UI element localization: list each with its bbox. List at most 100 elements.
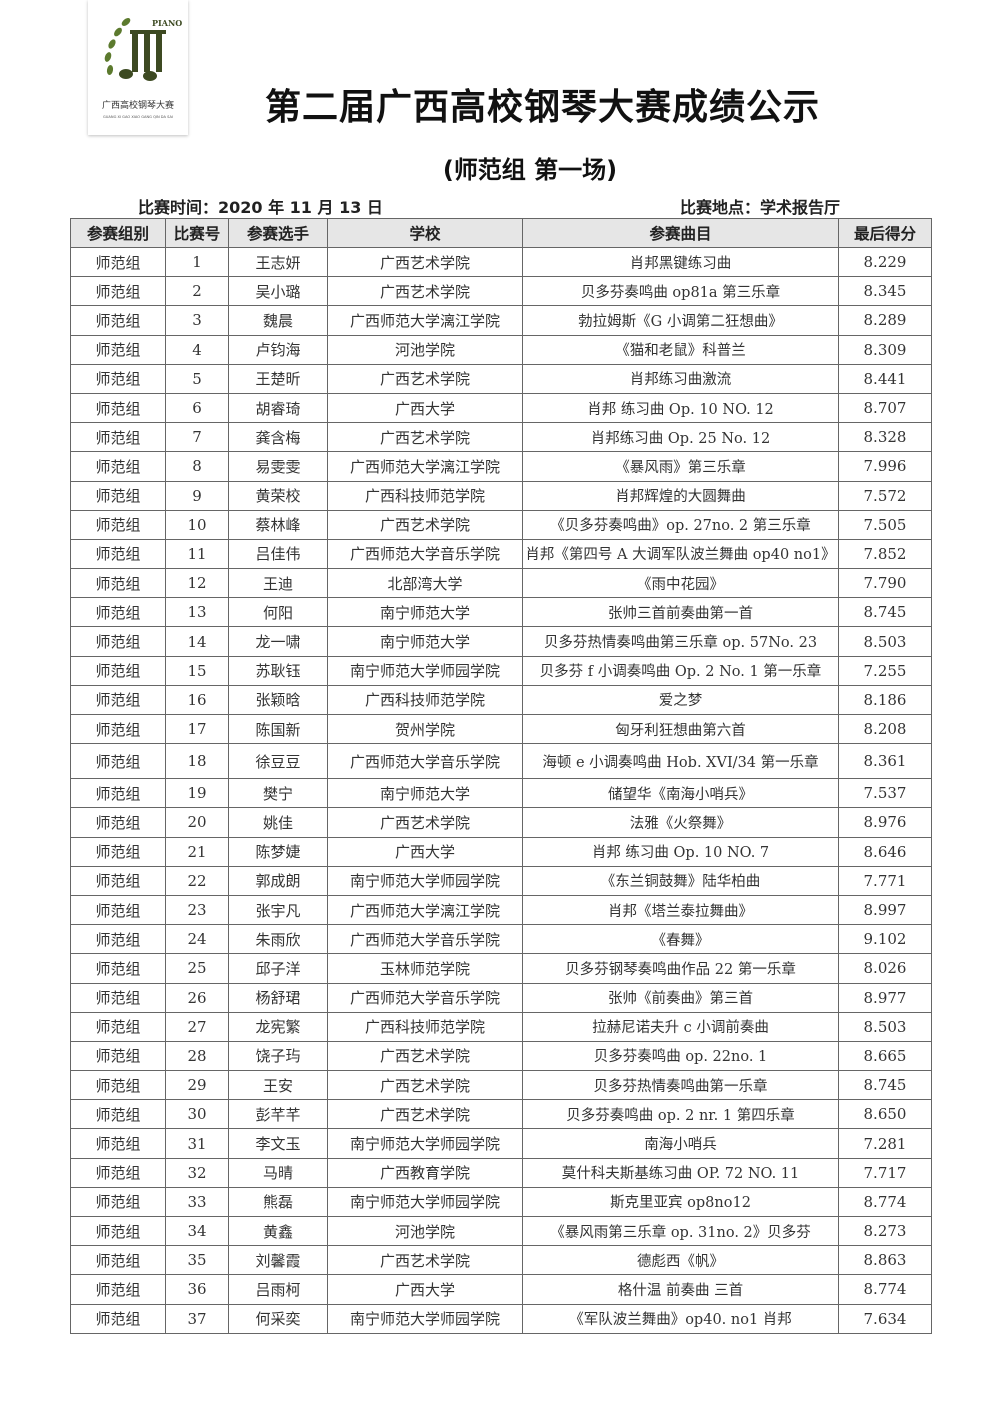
cell-score: 7.852	[838, 538, 932, 570]
cell-group: 师范组	[70, 778, 166, 809]
cell-group: 师范组	[70, 1303, 166, 1334]
cell-number: 33	[165, 1186, 229, 1218]
cell-contestant: 马晴	[228, 1157, 328, 1188]
cell-piece: 《雨中花园》	[522, 568, 839, 599]
cell-school: 玉林师范学院	[327, 953, 523, 984]
cell-contestant: 饶子玙	[228, 1040, 328, 1072]
cell-score: 8.745	[838, 1070, 932, 1101]
cell-piece: 匈牙利狂想曲第六首	[522, 713, 839, 745]
cell-score: 8.289	[838, 305, 932, 336]
cell-group: 师范组	[70, 363, 166, 394]
cell-contestant: 吕佳伟	[228, 538, 328, 570]
cell-number: 11	[165, 538, 229, 570]
cell-score: 8.208	[838, 713, 932, 745]
cell-group: 师范组	[70, 894, 166, 926]
cell-school: 广西科技师范学院	[327, 1011, 523, 1042]
table-row: 师范组 19 樊宁 南宁师范大学 储望华《南海小哨兵》 7.537	[70, 778, 932, 809]
table-row: 师范组 13 何阳 南宁师范大学 张帅三首前奏曲第一首 8.745	[70, 597, 932, 628]
cell-piece: 肖邦黑键练习曲	[522, 246, 839, 278]
cell-group: 师范组	[70, 246, 166, 278]
header-school: 学校	[327, 218, 523, 248]
cell-score: 8.997	[838, 894, 932, 926]
cell-piece: 《猫和老鼠》科普兰	[522, 334, 839, 365]
cell-contestant: 何采奕	[228, 1303, 328, 1334]
cell-school: 广西艺术学院	[327, 422, 523, 453]
cell-contestant: 魏晨	[228, 305, 328, 336]
cell-piece: 勃拉姆斯《G 小调第二狂想曲》	[522, 305, 839, 336]
cell-piece: 德彪西《帆》	[522, 1245, 839, 1276]
cell-group: 师范组	[70, 1274, 166, 1305]
cell-contestant: 熊磊	[228, 1186, 328, 1218]
table-row: 师范组 18 徐豆豆 广西师范大学音乐学院 海顿 e 小调奏鸣曲 Hob. XVI/34…	[70, 743, 932, 780]
table-row: 师范组 22 郭成朗 南宁师范大学师园学院 《东兰铜鼓舞》陆华柏曲 7.771	[70, 865, 932, 896]
cell-school: 广西艺术学院	[327, 363, 523, 394]
cell-contestant: 龚含梅	[228, 422, 328, 453]
cell-contestant: 姚佳	[228, 807, 328, 838]
cell-piece: 《军队波兰舞曲》op40. no1 肖邦	[522, 1303, 839, 1334]
table-row: 师范组 5 王楚昕 广西艺术学院 肖邦练习曲激流 8.441	[70, 363, 932, 394]
cell-group: 师范组	[70, 982, 166, 1013]
cell-score: 8.026	[838, 953, 932, 984]
competition-venue: 比赛地点：学术报告厅	[680, 198, 841, 217]
cell-contestant: 杨舒珺	[228, 982, 328, 1013]
cell-school: 广西艺术学院	[327, 246, 523, 278]
cell-contestant: 黄鑫	[228, 1215, 328, 1247]
cell-piece: 拉赫尼诺夫升 c 小调前奏曲	[522, 1011, 839, 1042]
cell-piece: 南海小哨兵	[522, 1128, 839, 1159]
cell-number: 28	[165, 1040, 229, 1072]
table-row: 师范组 10 蔡林峰 广西艺术学院 《贝多芬奏鸣曲》op. 27no. 2 第三乐章 7.…	[70, 509, 932, 540]
cell-group: 师范组	[70, 392, 166, 424]
cell-score: 9.102	[838, 924, 932, 955]
cell-group: 师范组	[70, 305, 166, 336]
table-row: 师范组 7 龚含梅 广西艺术学院 肖邦练习曲 Op. 25 No. 12 8.328	[70, 422, 932, 453]
cell-contestant: 吕雨柯	[228, 1274, 328, 1305]
cell-number: 36	[165, 1274, 229, 1305]
cell-number: 32	[165, 1157, 229, 1188]
cell-score: 8.186	[838, 684, 932, 716]
cell-school: 河池学院	[327, 334, 523, 365]
cell-number: 7	[165, 422, 229, 453]
cell-contestant: 易雯雯	[228, 451, 328, 482]
table-row: 师范组 14 龙一啸 南宁师范大学 贝多芬热情奏鸣曲第三乐章 op. 57No. 23 8…	[70, 626, 932, 657]
results-table: 参赛组别 比赛号 参赛选手 学校 参赛曲目 最后得分 师范组 1 王志妍 广西艺术学院…	[70, 218, 932, 1334]
cell-school: 广西大学	[327, 392, 523, 424]
table-row: 师范组 8 易雯雯 广西师范大学漓江学院 《暴风雨》第三乐章 7.996	[70, 451, 932, 482]
svg-text:PIANO: PIANO	[152, 18, 182, 28]
cell-contestant: 苏耿钰	[228, 655, 328, 686]
cell-number: 2	[165, 276, 229, 307]
cell-score: 8.707	[838, 392, 932, 424]
cell-contestant: 龙一啸	[228, 626, 328, 657]
table-row: 师范组 35 刘馨霞 广西艺术学院 德彪西《帆》 8.863	[70, 1245, 932, 1276]
cell-score: 8.774	[838, 1274, 932, 1305]
cell-score: 8.503	[838, 626, 932, 657]
table-row: 师范组 30 彭芊芊 广西艺术学院 贝多芬奏鸣曲 op. 2 nr. 1 第四乐章 8.6…	[70, 1099, 932, 1130]
cell-school: 贺州学院	[327, 713, 523, 745]
cell-school: 广西师范大学音乐学院	[327, 982, 523, 1013]
cell-score: 7.717	[838, 1157, 932, 1188]
cell-number: 20	[165, 807, 229, 838]
cell-score: 8.229	[838, 246, 932, 278]
page-title: 第二届广西高校钢琴大赛成绩公示	[264, 87, 820, 128]
table-row: 师范组 4 卢钧海 河池学院 《猫和老鼠》科普兰 8.309	[70, 334, 932, 365]
cell-number: 31	[165, 1128, 229, 1159]
cell-group: 师范组	[70, 1128, 166, 1159]
cell-contestant: 徐豆豆	[228, 743, 328, 780]
cell-piece: 《暴风雨》第三乐章	[522, 451, 839, 482]
cell-school: 广西师范大学音乐学院	[327, 743, 523, 780]
cell-group: 师范组	[70, 451, 166, 482]
cell-piece: 张帅三首前奏曲第一首	[522, 597, 839, 628]
header-number: 比赛号	[165, 218, 229, 248]
header-piece: 参赛曲目	[522, 218, 839, 248]
cell-contestant: 李文玉	[228, 1128, 328, 1159]
cell-contestant: 何阳	[228, 597, 328, 628]
cell-piece: 《贝多芬奏鸣曲》op. 27no. 2 第三乐章	[522, 509, 839, 540]
table-row: 师范组 26 杨舒珺 广西师范大学音乐学院 张帅《前奏曲》第三首 8.977	[70, 982, 932, 1013]
cell-contestant: 邱子洋	[228, 953, 328, 984]
table-row: 师范组 34 黄鑫 河池学院 《暴风雨第三乐章 op. 31no. 2》贝多芬 8.273	[70, 1215, 932, 1247]
cell-number: 18	[165, 743, 229, 780]
cell-contestant: 彭芊芊	[228, 1099, 328, 1130]
cell-piece: 贝多芬热情奏鸣曲第一乐章	[522, 1070, 839, 1101]
cell-contestant: 樊宁	[228, 778, 328, 809]
cell-score: 8.650	[838, 1099, 932, 1130]
cell-number: 25	[165, 953, 229, 984]
